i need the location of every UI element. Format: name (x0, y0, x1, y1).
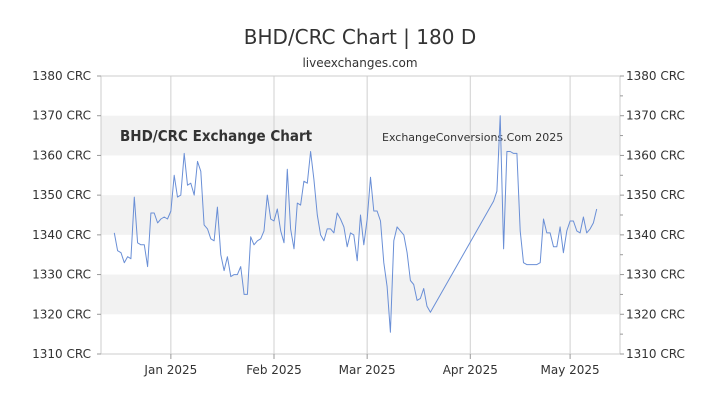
y-tick-label-right: 1310 CRC (626, 347, 685, 361)
y-tick-label-left: 1330 CRC (32, 268, 91, 282)
background-bands (101, 115, 620, 315)
y-tick-label-left: 1360 CRC (32, 148, 91, 162)
y-tick-label-left: 1310 CRC (32, 347, 91, 361)
y-tick-label-right: 1380 CRC (626, 69, 685, 83)
y-tick-label-right: 1350 CRC (626, 188, 685, 202)
chart-title: BHD/CRC Chart | 180 D (243, 25, 477, 49)
y-tick-label-right: 1360 CRC (626, 148, 685, 162)
y-tick-label-left: 1320 CRC (32, 307, 91, 321)
y-tick-label-right: 1330 CRC (626, 268, 685, 282)
y-axis-right: 1310 CRC 1320 CRC 1330 CRC 1340 CRC 1350 CRC… (620, 69, 685, 361)
watermark-left: BHD/CRC Exchange Chart (120, 127, 313, 145)
band-1 (101, 274, 620, 315)
watermark-right: ExchangeConversions.Com 2025 (382, 131, 563, 144)
x-axis: Jan 2025 Feb 2025 Mar 2025 Apr 2025 May 2025 (143, 354, 600, 377)
y-tick-label-right: 1320 CRC (626, 307, 685, 321)
y-axis-left: 1310 CRC 1320 CRC 1330 CRC 1340 CRC 1350 CRC… (32, 69, 101, 361)
x-tick-label: Jan 2025 (143, 363, 197, 377)
y-tick-label-left: 1370 CRC (32, 109, 91, 123)
x-tick-label: Apr 2025 (443, 363, 498, 377)
x-tick-label: Feb 2025 (246, 363, 302, 377)
chart-subtitle: liveexchanges.com (302, 56, 418, 70)
series-line-0 (113, 115, 598, 333)
series-group (113, 115, 598, 333)
y-tick-label-left: 1340 CRC (32, 228, 91, 242)
y-tick-label-right: 1340 CRC (626, 228, 685, 242)
y-tick-label-right: 1370 CRC (626, 109, 685, 123)
x-tick-label: May 2025 (541, 363, 600, 377)
y-tick-label-left: 1380 CRC (32, 69, 91, 83)
y-tick-label-left: 1350 CRC (32, 188, 91, 202)
band-5 (101, 115, 620, 156)
x-tick-label: Mar 2025 (339, 363, 396, 377)
